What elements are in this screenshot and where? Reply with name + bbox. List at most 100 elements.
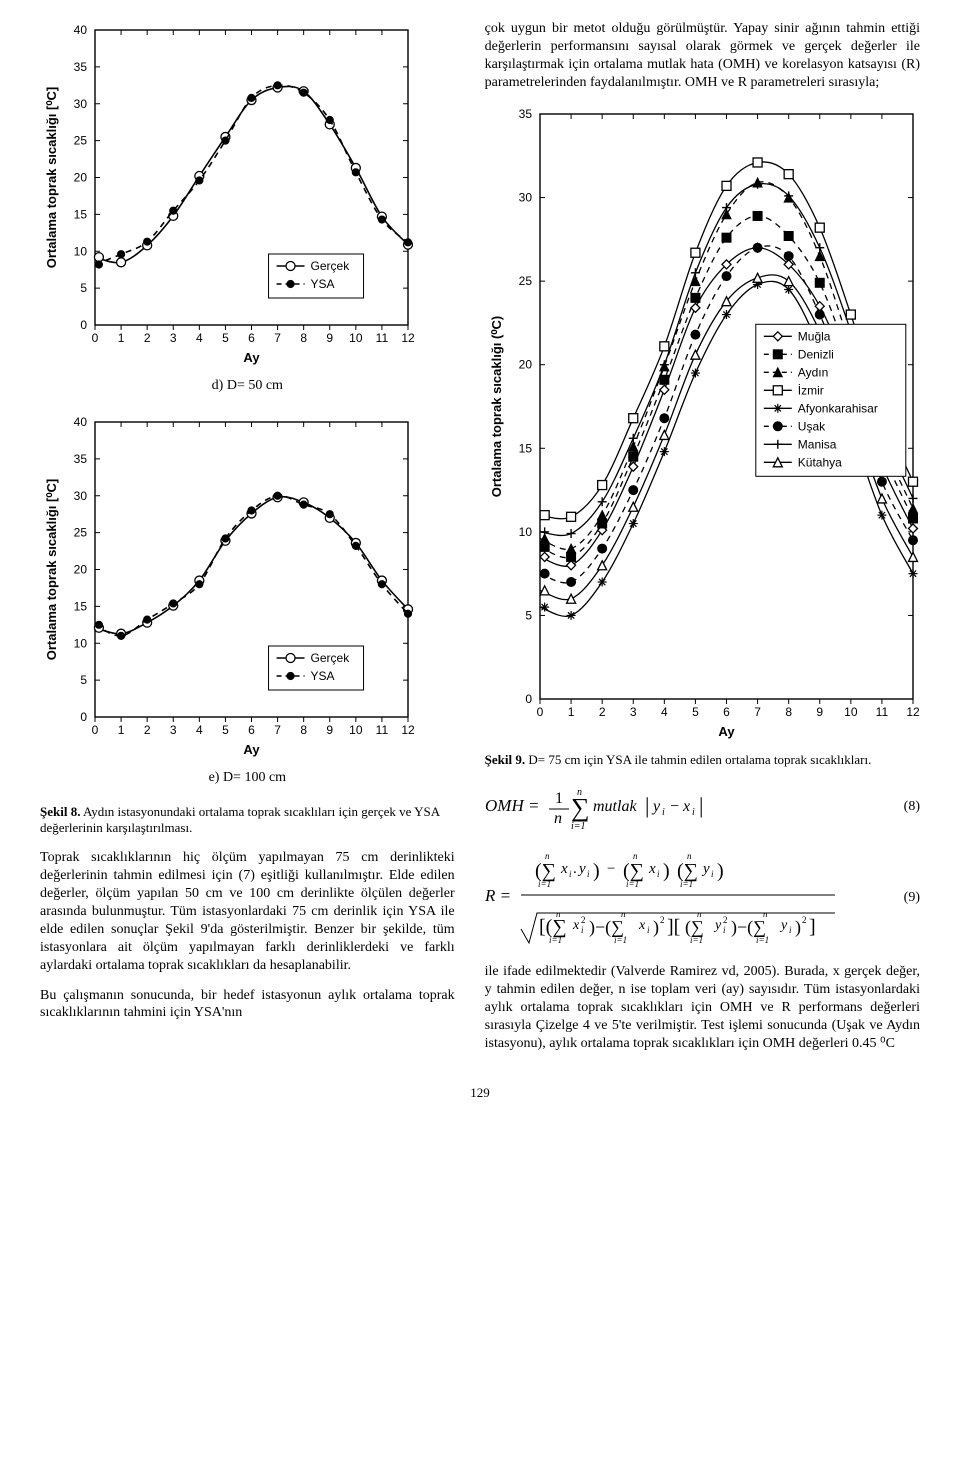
svg-text:Ay: Ay bbox=[243, 742, 260, 757]
svg-text:n: n bbox=[697, 909, 702, 919]
svg-text:30: 30 bbox=[518, 190, 532, 204]
svg-text:OMH =: OMH = bbox=[485, 796, 539, 815]
svg-text:3: 3 bbox=[170, 723, 177, 737]
svg-text:n: n bbox=[633, 851, 638, 861]
svg-text:İzmir: İzmir bbox=[797, 383, 823, 397]
svg-text:y: y bbox=[779, 918, 788, 933]
svg-text:30: 30 bbox=[74, 489, 88, 503]
svg-text:35: 35 bbox=[74, 452, 88, 466]
svg-text:40: 40 bbox=[74, 415, 88, 429]
svg-text:−: − bbox=[670, 798, 679, 815]
svg-text:−: − bbox=[607, 861, 615, 877]
svg-text:2: 2 bbox=[598, 705, 605, 719]
subcaption-d100: e) D= 100 cm bbox=[40, 770, 455, 786]
right-tail-para: ile ifade edilmektedir (Valverde Ramirez… bbox=[485, 963, 920, 1053]
svg-text:i: i bbox=[581, 925, 584, 935]
equation-9-svg: R = (∑ n i=1 x i . y i ) − bbox=[485, 843, 855, 953]
svg-text:x: x bbox=[560, 861, 568, 877]
svg-text:10: 10 bbox=[74, 244, 88, 258]
svg-text:3: 3 bbox=[170, 331, 177, 345]
svg-text:25: 25 bbox=[74, 526, 88, 540]
svg-text:Ay: Ay bbox=[718, 724, 735, 739]
page-root: 01234567891011120510152025303540AyOrtala… bbox=[0, 0, 960, 1121]
equation-8-svg: OMH = 1 n ∑ i=1 n mutlak | y i − x i | bbox=[485, 781, 785, 833]
svg-text:YSA: YSA bbox=[311, 669, 335, 683]
fig8-rest: Aydın istasyonundaki ortalama toprak sıc… bbox=[40, 804, 439, 835]
svg-text:25: 25 bbox=[518, 274, 532, 288]
svg-text:1: 1 bbox=[555, 790, 563, 807]
svg-text:YSA: YSA bbox=[311, 277, 335, 291]
svg-text:i: i bbox=[692, 807, 695, 818]
svg-text:12: 12 bbox=[401, 331, 415, 345]
svg-text:9: 9 bbox=[816, 705, 823, 719]
svg-text:i=1: i=1 bbox=[571, 821, 586, 832]
svg-text:y: y bbox=[577, 861, 586, 877]
svg-text:i: i bbox=[569, 869, 572, 879]
svg-text:): ) bbox=[663, 860, 670, 882]
svg-text:n: n bbox=[545, 851, 550, 861]
svg-text:i=1: i=1 bbox=[538, 879, 551, 889]
svg-text:10: 10 bbox=[349, 723, 363, 737]
svg-text:mutlak: mutlak bbox=[593, 798, 637, 815]
fig9-caption: Şekil 9. D= 75 cm için YSA ile tahmin ed… bbox=[485, 752, 920, 768]
svg-text:1: 1 bbox=[567, 705, 574, 719]
svg-text:11: 11 bbox=[376, 723, 389, 737]
page-number: 129 bbox=[40, 1085, 920, 1101]
svg-text:0: 0 bbox=[92, 331, 99, 345]
svg-text:Uşak: Uşak bbox=[797, 419, 825, 433]
svg-text:][: ][ bbox=[667, 916, 680, 938]
svg-text:2: 2 bbox=[581, 915, 586, 925]
svg-text:Ortalama toprak sıcaklığı [⁰C]: Ortalama toprak sıcaklığı [⁰C] bbox=[44, 87, 59, 269]
chart-d50: 01234567891011120510152025303540AyOrtala… bbox=[40, 20, 420, 370]
svg-text:i: i bbox=[657, 869, 660, 879]
svg-text:i=1: i=1 bbox=[756, 935, 769, 945]
svg-text:5: 5 bbox=[80, 281, 87, 295]
svg-text:25: 25 bbox=[74, 134, 88, 148]
svg-text:4: 4 bbox=[196, 331, 203, 345]
svg-text:6: 6 bbox=[248, 723, 255, 737]
svg-text:6: 6 bbox=[723, 705, 730, 719]
fig8-bold: Şekil 8. bbox=[40, 804, 80, 819]
svg-text:Gerçek: Gerçek bbox=[311, 651, 351, 665]
chart-d100: 01234567891011120510152025303540AyOrtala… bbox=[40, 412, 420, 762]
svg-text:5: 5 bbox=[222, 723, 229, 737]
two-column-layout: 01234567891011120510152025303540AyOrtala… bbox=[40, 20, 920, 1065]
svg-text:5: 5 bbox=[525, 608, 532, 622]
svg-text:y: y bbox=[651, 798, 661, 815]
svg-text:2: 2 bbox=[723, 915, 728, 925]
svg-text:x: x bbox=[572, 918, 580, 933]
svg-text:8: 8 bbox=[300, 723, 307, 737]
svg-text:10: 10 bbox=[518, 524, 532, 538]
svg-text:15: 15 bbox=[74, 207, 88, 221]
svg-text:10: 10 bbox=[349, 331, 363, 345]
svg-text:i=1: i=1 bbox=[549, 935, 562, 945]
svg-text:i: i bbox=[662, 807, 665, 818]
svg-text:8: 8 bbox=[300, 331, 307, 345]
svg-text:i: i bbox=[647, 925, 650, 935]
svg-text:12: 12 bbox=[401, 723, 415, 737]
svg-text:): ) bbox=[717, 860, 724, 882]
left-column: 01234567891011120510152025303540AyOrtala… bbox=[40, 20, 455, 1065]
svg-text:0: 0 bbox=[92, 723, 99, 737]
svg-text:Manisa: Manisa bbox=[797, 437, 836, 451]
svg-text:): ) bbox=[795, 917, 801, 938]
svg-text:Gerçek: Gerçek bbox=[311, 259, 351, 273]
svg-text:2: 2 bbox=[144, 723, 151, 737]
svg-text:Kütahya: Kütahya bbox=[797, 455, 841, 469]
svg-text:11: 11 bbox=[875, 705, 888, 719]
svg-text:): ) bbox=[653, 917, 659, 938]
svg-text:4: 4 bbox=[661, 705, 668, 719]
svg-text:R =: R = bbox=[485, 886, 511, 905]
svg-text:7: 7 bbox=[274, 331, 281, 345]
fig8-caption: Şekil 8. Aydın istasyonundaki ortalama t… bbox=[40, 804, 455, 835]
svg-text:1: 1 bbox=[118, 723, 125, 737]
svg-text:4: 4 bbox=[196, 723, 203, 737]
subcaption-d50: d) D= 50 cm bbox=[40, 378, 455, 394]
svg-text:2: 2 bbox=[802, 915, 807, 925]
chart-stations-wrap: 012345678910111205101520253035AyOrtalama… bbox=[485, 104, 920, 744]
svg-text:30: 30 bbox=[74, 97, 88, 111]
equation-8: OMH = 1 n ∑ i=1 n mutlak | y i − x i | (… bbox=[485, 781, 920, 833]
svg-text:Denizli: Denizli bbox=[797, 347, 833, 361]
svg-text:Afyonkarahisar: Afyonkarahisar bbox=[797, 401, 877, 415]
svg-text:1: 1 bbox=[118, 331, 125, 345]
